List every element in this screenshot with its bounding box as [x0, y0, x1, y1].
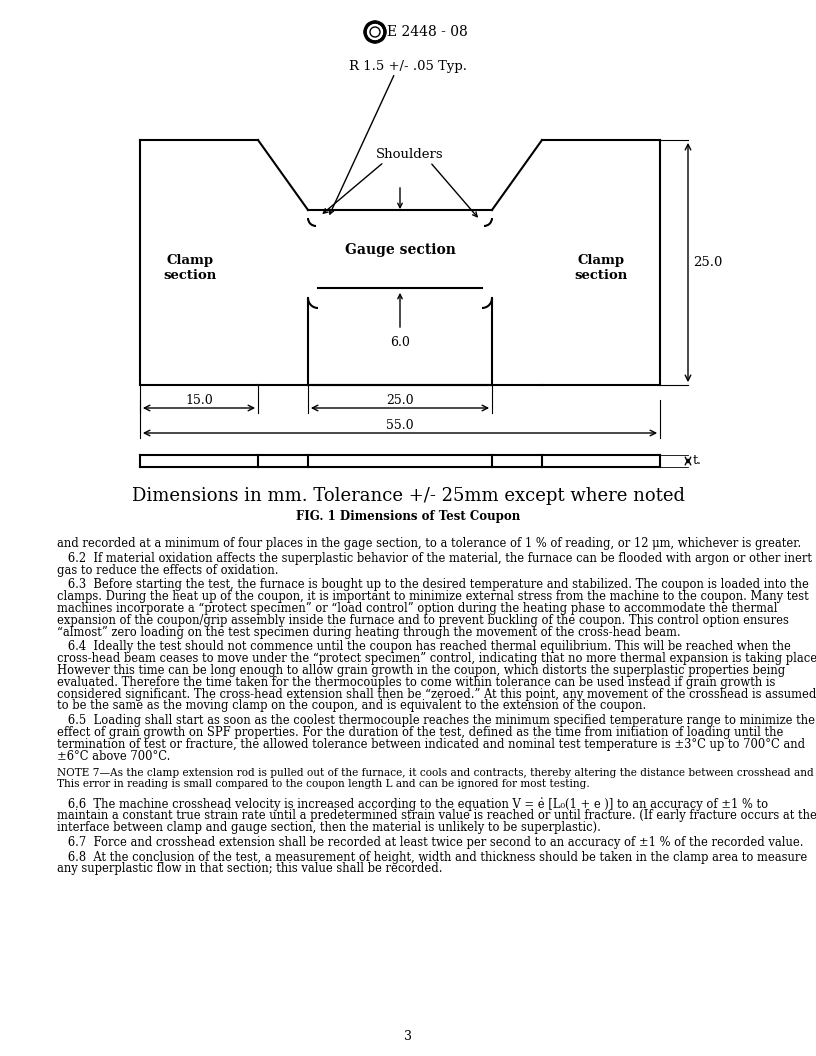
Text: 6.5  Loading shall start as soon as the coolest thermocouple reaches the minimum: 6.5 Loading shall start as soon as the c… — [57, 714, 815, 728]
Text: Shoulders: Shoulders — [376, 148, 444, 161]
Text: NOTE 7—As the clamp extension rod is pulled out of the furnace, it cools and con: NOTE 7—As the clamp extension rod is pul… — [57, 769, 816, 778]
Text: 6.3  Before starting the test, the furnace is bought up to the desired temperatu: 6.3 Before starting the test, the furnac… — [57, 579, 809, 591]
Text: 25.0: 25.0 — [386, 394, 414, 407]
Text: 3: 3 — [404, 1030, 412, 1043]
Text: 6.0: 6.0 — [390, 336, 410, 348]
Text: and recorded at a minimum of four places in the gage section, to a tolerance of : and recorded at a minimum of four places… — [57, 538, 801, 550]
Text: interface between clamp and gauge section, then the material is unlikely to be s: interface between clamp and gauge sectio… — [57, 821, 601, 834]
Text: Dimensions in mm. Tolerance +/- 25mm except where noted: Dimensions in mm. Tolerance +/- 25mm exc… — [131, 487, 685, 505]
Text: 15.0: 15.0 — [185, 394, 213, 407]
Text: E 2448 - 08: E 2448 - 08 — [387, 25, 468, 39]
Text: 6.2  If material oxidation affects the superplastic behavior of the material, th: 6.2 If material oxidation affects the su… — [57, 552, 812, 565]
Text: “almost” zero loading on the test specimen during heating through the movement o: “almost” zero loading on the test specim… — [57, 625, 681, 639]
Text: clamps. During the heat up of the coupon, it is important to minimize external s: clamps. During the heat up of the coupon… — [57, 590, 809, 603]
Text: any superplastic flow in that section; this value shall be recorded.: any superplastic flow in that section; t… — [57, 863, 442, 875]
Text: 55.0: 55.0 — [386, 419, 414, 432]
Text: 6.7  Force and crosshead extension shall be recorded at least twice per second t: 6.7 Force and crosshead extension shall … — [57, 835, 804, 849]
Text: cross-head beam ceases to move under the “protect specimen” control, indicating : cross-head beam ceases to move under the… — [57, 653, 816, 665]
Text: 6.4  Ideally the test should not commence until the coupon has reached thermal e: 6.4 Ideally the test should not commence… — [57, 640, 791, 654]
Text: maintain a constant true strain rate until a predetermined strain value is reach: maintain a constant true strain rate unt… — [57, 809, 816, 823]
Text: However this time can be long enough to allow grain growth in the coupon, which : However this time can be long enough to … — [57, 664, 785, 677]
Text: termination of test or fracture, the allowed tolerance between indicated and nom: termination of test or fracture, the all… — [57, 738, 805, 751]
Text: ±6°C above 700°C.: ±6°C above 700°C. — [57, 750, 171, 762]
Text: to be the same as the moving clamp on the coupon, and is equivalent to the exten: to be the same as the moving clamp on th… — [57, 699, 646, 713]
Text: expansion of the coupon/grip assembly inside the furnace and to prevent buckling: expansion of the coupon/grip assembly in… — [57, 614, 789, 627]
Text: evaluated. Therefore the time taken for the thermocouples to come within toleran: evaluated. Therefore the time taken for … — [57, 676, 775, 689]
Text: Gauge section: Gauge section — [344, 243, 455, 257]
Text: effect of grain growth on SPF properties. For the duration of the test, defined : effect of grain growth on SPF properties… — [57, 727, 783, 739]
Text: 6.8  At the conclusion of the test, a measurement of height, width and thickness: 6.8 At the conclusion of the test, a mea… — [57, 850, 807, 864]
Text: This error in reading is small compared to the coupon length L and can be ignore: This error in reading is small compared … — [57, 779, 590, 789]
Text: machines incorporate a “protect specimen” or “load control” option during the he: machines incorporate a “protect specimen… — [57, 602, 778, 615]
Text: 25.0: 25.0 — [693, 256, 722, 269]
Text: Clamp
section: Clamp section — [574, 254, 628, 282]
Text: Clamp
section: Clamp section — [163, 254, 216, 282]
Text: 6.6  The machine crosshead velocity is increased according to the equation V = e: 6.6 The machine crosshead velocity is in… — [57, 797, 768, 811]
Text: t.: t. — [693, 454, 702, 468]
Text: considered significant. The cross-head extension shall then be “zeroed.” At this: considered significant. The cross-head e… — [57, 687, 816, 700]
Text: R 1.5 +/- .05 Typ.: R 1.5 +/- .05 Typ. — [349, 60, 467, 73]
Text: gas to reduce the effects of oxidation.: gas to reduce the effects of oxidation. — [57, 564, 278, 577]
Text: FIG. 1 Dimensions of Test Coupon: FIG. 1 Dimensions of Test Coupon — [296, 510, 520, 523]
